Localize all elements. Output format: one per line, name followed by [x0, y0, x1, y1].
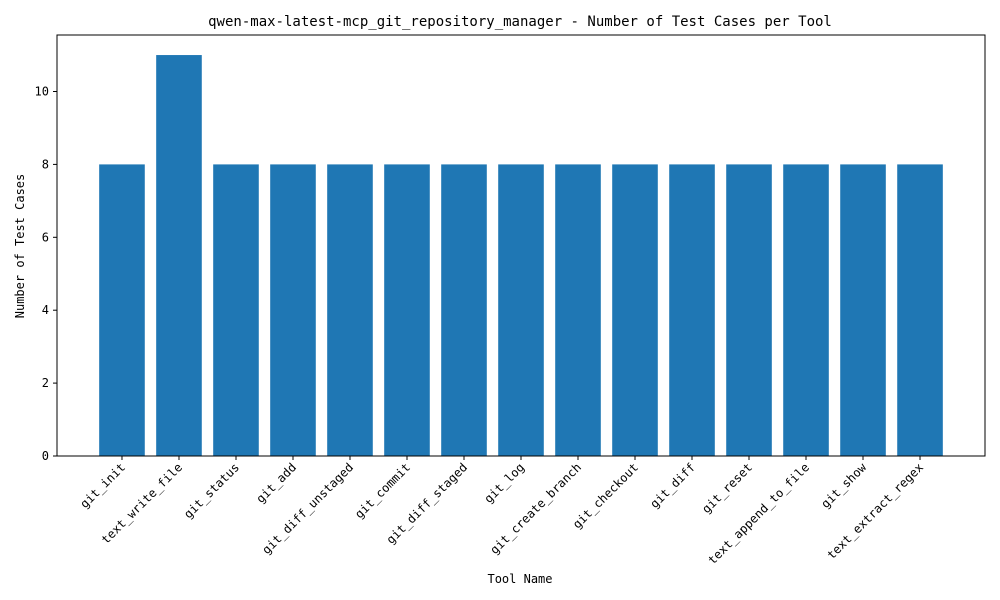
bar-git-init — [99, 164, 145, 456]
chart-title: qwen-max-latest-mcp_git_repository_manag… — [208, 14, 832, 30]
bar-git-show — [840, 164, 886, 456]
y-tick-label: 6 — [42, 230, 49, 244]
x-tick-label: git_add — [253, 460, 299, 506]
y-tick-label: 4 — [42, 303, 49, 317]
bar-text-extract-regex — [897, 164, 943, 456]
bar-git-diff-unstaged — [327, 164, 373, 456]
x-tick-label: git_log — [481, 460, 527, 506]
y-tick-label: 0 — [42, 449, 49, 463]
x-tick-label: text_extract_regex — [824, 460, 926, 562]
y-axis-label: Number of Test Cases — [13, 174, 27, 319]
y-axis: 0 2 4 6 8 10 — [35, 85, 57, 463]
bar-text-append-to-file — [783, 164, 829, 456]
x-tick-label: git_show — [818, 460, 869, 511]
bar-git-create-branch — [555, 164, 601, 456]
x-tick-label: git_status — [181, 460, 242, 521]
bar-git-log — [498, 164, 544, 456]
y-tick-label: 10 — [35, 85, 49, 99]
x-tick-label: text_append_to_file — [705, 460, 812, 567]
bar-git-add — [270, 164, 316, 456]
x-tick-label: git_reset — [699, 460, 755, 516]
bar-git-diff-staged — [441, 164, 487, 456]
bar-git-checkout — [612, 164, 658, 456]
bars-group — [99, 55, 943, 457]
x-axis-label: Tool Name — [487, 572, 552, 586]
bar-text-write-file — [156, 55, 202, 457]
x-tick-label: git_init — [77, 460, 128, 511]
y-tick-label: 8 — [42, 157, 49, 171]
bar-git-status — [213, 164, 259, 456]
x-tick-label: git_commit — [352, 460, 413, 521]
bar-git-diff — [669, 164, 715, 456]
plot-frame — [56, 34, 986, 457]
x-tick-label: git_diff — [647, 460, 698, 511]
bar-git-commit — [384, 164, 430, 456]
bar-git-reset — [726, 164, 772, 456]
y-tick-label: 2 — [42, 376, 49, 390]
